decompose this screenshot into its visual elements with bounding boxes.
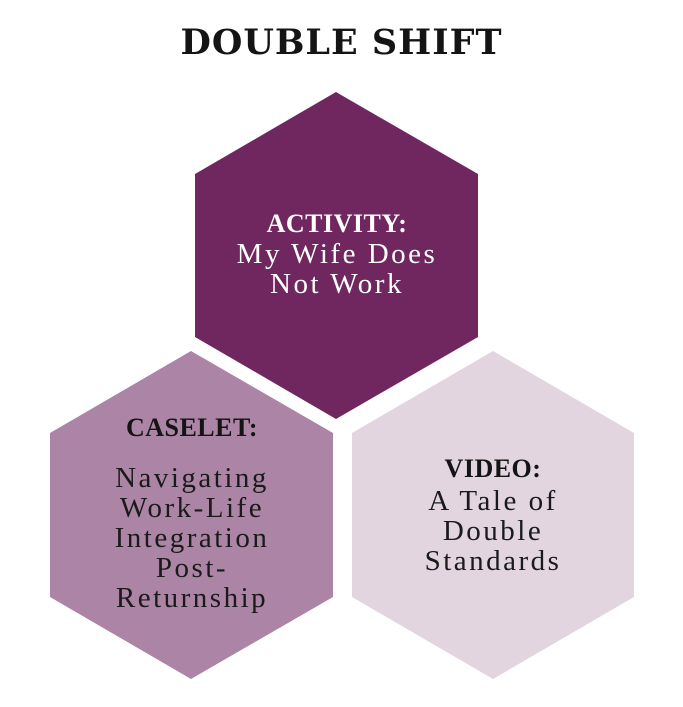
caselet-body: Navigating Work-Life Integration Post- R…	[50, 463, 334, 613]
caselet-line: Returnship	[115, 582, 269, 614]
activity-line: Not Work	[270, 268, 404, 300]
caselet-line: Work-Life	[119, 492, 265, 524]
caselet-line: Integration	[114, 522, 270, 554]
video-line: Double	[442, 515, 544, 547]
video-hexagon[interactable]	[352, 351, 634, 679]
page-title: DOUBLE SHIFT	[180, 22, 503, 63]
activity-label: ACTIVITY: My Wife Does Not Work	[196, 209, 478, 299]
video-heading: VIDEO:	[444, 454, 542, 483]
activity-heading: ACTIVITY:	[266, 209, 408, 238]
video-body: A Tale of Double Standards	[352, 486, 634, 576]
video-line: A Tale of	[428, 485, 558, 517]
activity-body: My Wife Does Not Work	[196, 239, 478, 299]
caselet-heading: CASELET:	[125, 413, 259, 442]
activity-line: My Wife Does	[236, 238, 438, 270]
caselet-hexagon[interactable]	[50, 351, 333, 679]
caselet-line: Post-	[155, 552, 229, 584]
video-line: Standards	[424, 545, 562, 577]
caselet-line: Navigating	[115, 462, 269, 494]
activity-hexagon[interactable]	[195, 92, 478, 419]
video-label: VIDEO: A Tale of Double Standards	[352, 454, 634, 576]
caselet-label: CASELET: Navigating Work-Life Integratio…	[50, 413, 334, 613]
